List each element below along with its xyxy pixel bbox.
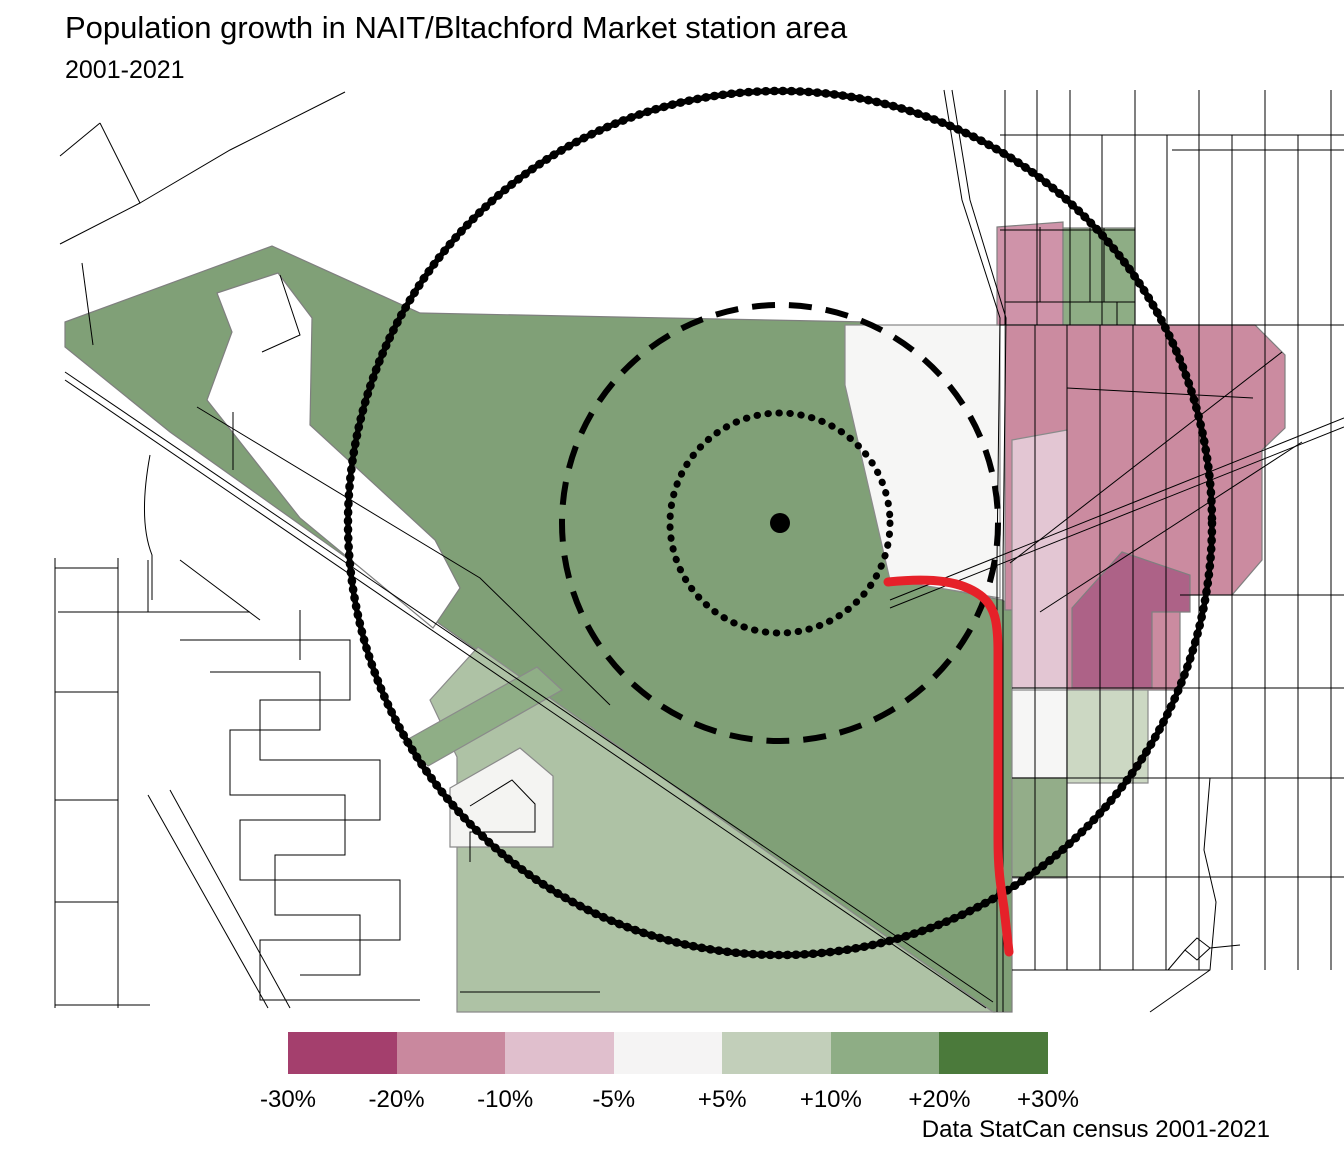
rail-diagonal-sw-2	[64, 379, 987, 1009]
region-near-white-center	[844, 324, 1001, 599]
buffer-rings	[343, 86, 1217, 960]
rail-diagonal-sw	[64, 371, 994, 1003]
region-pink-light-column	[1011, 429, 1068, 689]
station-dot	[770, 513, 790, 533]
middle-ring-dashed	[559, 302, 1001, 744]
rail-diagonal-ne	[889, 417, 1344, 601]
region-green-medium-cell	[1011, 777, 1068, 879]
lrt-line	[883, 575, 1014, 957]
region-near-white-cell	[1011, 689, 1068, 779]
rail-diagonal-ne-2	[889, 426, 1344, 609]
road-network	[54, 89, 1344, 1013]
data-source-caption: Data StatCan census 2001-2021	[921, 1116, 1270, 1143]
region-near-white-hook	[449, 747, 554, 848]
inner-ring-dotted	[666, 409, 894, 637]
region-white-bay	[206, 272, 461, 629]
outer-ring-texture	[343, 86, 1217, 960]
region-green-square	[1062, 227, 1136, 326]
page-title: Population growth in NAIT/Bltachford Mar…	[65, 10, 848, 45]
region-pink-top-column	[996, 221, 1064, 326]
choropleth-regions	[64, 221, 1286, 1013]
page-subtitle: 2001-2021	[65, 56, 185, 84]
